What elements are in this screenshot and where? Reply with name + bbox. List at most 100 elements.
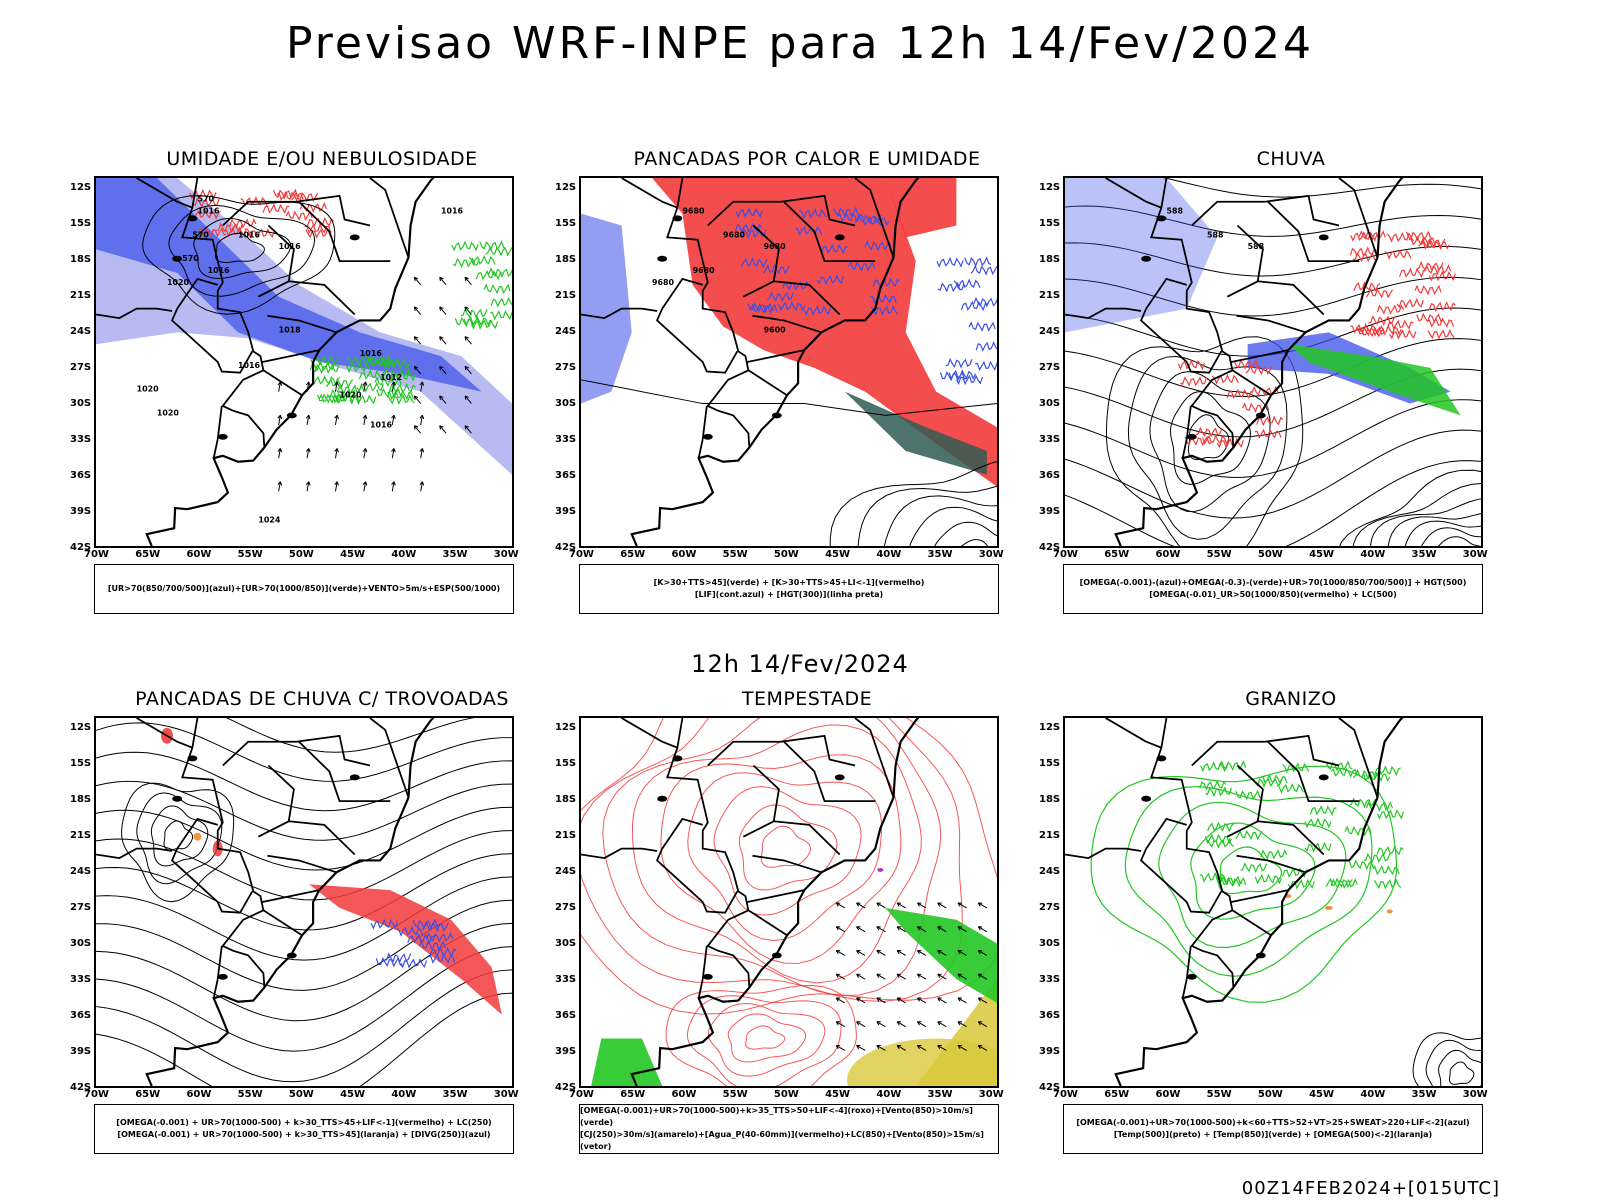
country-border xyxy=(701,945,708,980)
longitude-label: 70W xyxy=(84,1089,109,1100)
longitude-label: 70W xyxy=(1053,1089,1078,1100)
wind-arrow xyxy=(856,1021,866,1028)
divergence-blue-contour xyxy=(370,918,398,930)
wind-arrow xyxy=(306,415,310,426)
longitude-label: 30W xyxy=(493,1089,519,1100)
latitude-label: 12S xyxy=(555,722,577,733)
temp850-contour xyxy=(1190,822,1316,920)
humidity-green-contour xyxy=(318,393,346,405)
rain-red-area xyxy=(1211,373,1239,385)
temp850-green-contour xyxy=(1372,865,1400,876)
isotach-contour xyxy=(602,718,942,996)
wind-850-green-area xyxy=(885,907,997,1003)
wind-arrowhead xyxy=(957,1021,962,1026)
wind-arrowhead xyxy=(916,926,922,931)
wind-arrowhead xyxy=(305,381,311,386)
lifted-index-contour xyxy=(766,291,794,303)
longitude-label: 65W xyxy=(620,1089,646,1100)
wind-arrowhead xyxy=(856,997,861,1002)
isotach-contour xyxy=(631,724,922,984)
latitude-label: 21S xyxy=(70,290,92,301)
wind-arrowhead xyxy=(305,414,311,420)
country-border xyxy=(666,178,751,448)
temp850-green-contour xyxy=(1206,837,1235,849)
rain-red-area xyxy=(1396,297,1424,309)
latitude-label: 15S xyxy=(1039,218,1061,229)
country-border xyxy=(369,178,410,258)
wind-arrowhead xyxy=(916,1021,922,1026)
wind-arrowhead xyxy=(362,381,368,386)
panel-title: UMIDADE E/OU NEBULOSIDADE xyxy=(166,148,478,170)
contour-value-label: 9600 xyxy=(764,325,787,334)
divergence-blue-contour xyxy=(399,957,428,969)
wind-arrowhead xyxy=(896,1044,902,1050)
legend-line: [K>30+TTS>45](verde) + [K>30+TTS>45+LI<-… xyxy=(653,578,925,587)
isobar xyxy=(168,204,316,297)
jet-yellow-area xyxy=(847,1038,997,1086)
wind-arrow xyxy=(856,973,866,980)
latitude-label: 15S xyxy=(555,758,577,769)
country-border xyxy=(752,764,780,822)
wind-arrow xyxy=(464,276,472,286)
wind-arrow xyxy=(464,336,472,345)
wind-arrowhead xyxy=(856,1021,861,1026)
convection-red-area xyxy=(652,178,997,487)
latitude-label: 27S xyxy=(555,362,577,373)
wind-arrow xyxy=(917,926,927,933)
country-border xyxy=(176,277,218,310)
legend-line: [CJ(250)>30m/s](amarelo)+[Agua_P(40-60mm… xyxy=(580,1130,984,1151)
divergence-blue-contour xyxy=(384,952,412,964)
latitude-label: 18S xyxy=(70,794,92,805)
country-border xyxy=(1181,978,1188,999)
wind-arrow xyxy=(876,973,886,980)
lifted-index-contour xyxy=(964,256,992,268)
rain-red-area xyxy=(1358,327,1386,338)
country-border xyxy=(1150,178,1235,448)
longitude-label: 55W xyxy=(722,1089,748,1100)
wind-arrowhead xyxy=(277,414,283,420)
lifted-index-contour xyxy=(870,304,899,316)
lifted-index-contour xyxy=(799,208,827,220)
wind-arrowhead xyxy=(916,997,922,1002)
temp850-green-contour xyxy=(1309,805,1337,816)
contour-value-label: 570 xyxy=(182,254,199,263)
lifted-index-contour xyxy=(937,281,965,293)
country-border xyxy=(298,741,391,802)
country-border xyxy=(661,817,703,850)
wind-arrow xyxy=(420,448,423,459)
wind-arrow xyxy=(413,336,422,345)
thickness-red-contour xyxy=(225,226,254,238)
temp850-green-contour xyxy=(1199,871,1227,883)
country-border xyxy=(1145,277,1187,310)
temp850-green-contour xyxy=(1235,829,1263,841)
streamline xyxy=(96,780,512,841)
wind-arrowhead xyxy=(896,926,902,931)
country-border xyxy=(701,405,708,440)
wind-arrow xyxy=(957,1045,967,1051)
divergence-blue-contour xyxy=(412,918,440,930)
thickness-red-contour xyxy=(285,210,313,221)
rain-red-area xyxy=(1408,235,1436,247)
rain-red-area xyxy=(1416,312,1444,324)
legend-line: [UR>70(850/700/500)](azul)+[UR>70(1000/8… xyxy=(107,584,501,593)
wind-arrow xyxy=(876,997,886,1004)
isotach-contour xyxy=(581,718,963,1003)
lake xyxy=(672,755,683,762)
temp500-contour xyxy=(1425,1039,1481,1086)
wind-arrowhead xyxy=(937,926,942,931)
country-border xyxy=(655,308,739,374)
wind-arrow xyxy=(896,926,906,933)
latitude-label: 18S xyxy=(1039,254,1061,265)
country-border xyxy=(783,741,876,802)
longitude-label: 35W xyxy=(1411,1089,1437,1100)
latitude-label: 33S xyxy=(70,434,92,445)
lifted-index-contour xyxy=(945,357,973,369)
rain-red-area xyxy=(1202,434,1230,446)
lifted-index-contour xyxy=(975,340,997,352)
longitude-label: 35W xyxy=(927,1089,953,1100)
latitude-label: 24S xyxy=(1039,326,1061,337)
country-border xyxy=(222,734,371,767)
temp850-green-contour xyxy=(1219,876,1247,888)
contour-value-label: 1024 xyxy=(258,515,281,524)
contour-value-label: 9680 xyxy=(682,207,705,216)
